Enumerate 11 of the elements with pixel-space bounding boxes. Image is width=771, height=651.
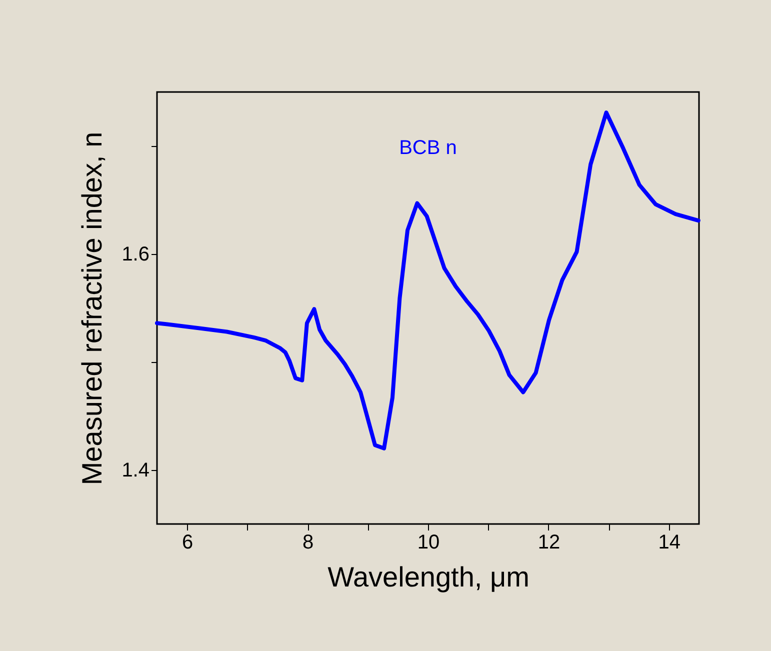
y-axis-title: Measured refractive index, n xyxy=(76,132,108,486)
x-tick-label: 14 xyxy=(658,532,681,554)
x-tick-label: 10 xyxy=(417,532,440,554)
x-tick-label: 6 xyxy=(182,532,194,554)
x-tick-label: 12 xyxy=(538,532,560,554)
x-axis-title: Wavelength, μm xyxy=(328,562,530,592)
y-tick-label: 1.4 xyxy=(122,460,150,482)
text: BCB n xyxy=(399,137,457,159)
x-tick-label: 8 xyxy=(302,532,314,554)
line-series xyxy=(155,110,700,450)
y-tick-label: 1.6 xyxy=(122,244,150,266)
